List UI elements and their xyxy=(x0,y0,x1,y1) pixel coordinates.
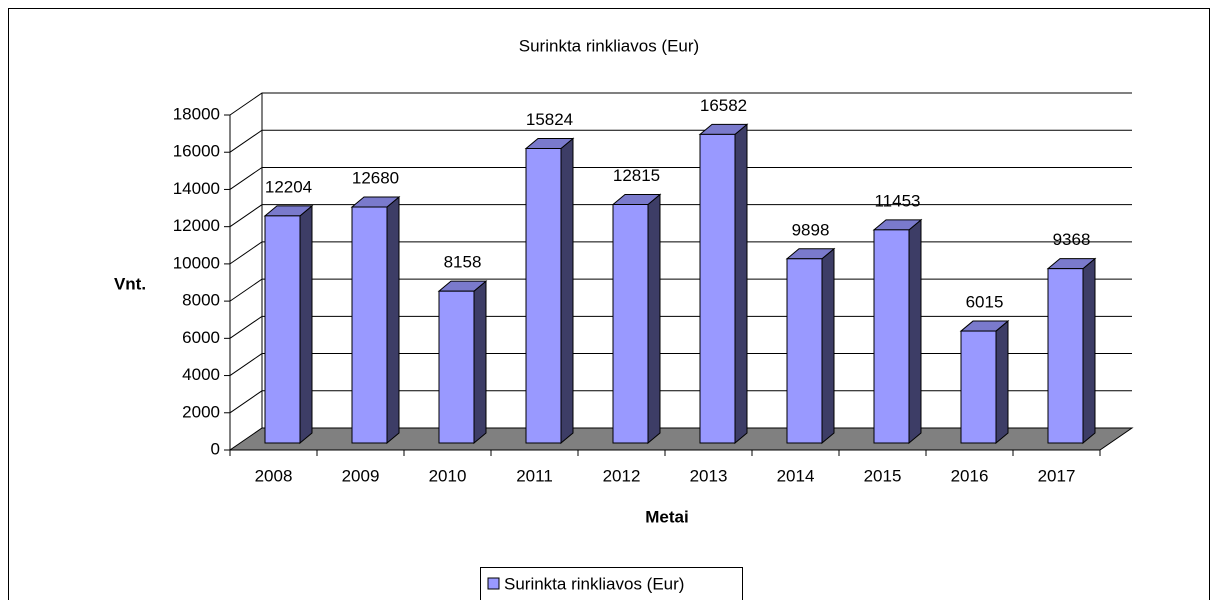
data-label: 9368 xyxy=(1053,230,1091,249)
y-tick-label: 6000 xyxy=(182,328,220,347)
y-tick-label: 2000 xyxy=(182,402,220,421)
x-tick-label: 2013 xyxy=(690,466,728,485)
bar-side xyxy=(647,193,661,445)
y-tick-label: 10000 xyxy=(173,253,220,272)
bar-side xyxy=(1082,257,1096,445)
bar-front xyxy=(612,203,649,444)
bar xyxy=(698,123,749,445)
data-label: 8158 xyxy=(444,253,482,272)
x-tick-label: 2016 xyxy=(951,466,989,485)
data-label: 15824 xyxy=(526,110,573,129)
bar-side xyxy=(821,247,835,445)
bar-side xyxy=(908,218,922,445)
bar-side xyxy=(995,319,1009,445)
y-axis-label: Vnt. xyxy=(114,274,146,293)
x-axis-label: Metai xyxy=(645,507,688,526)
bar xyxy=(524,137,575,445)
bar-front xyxy=(351,206,388,444)
x-tick-label: 2015 xyxy=(864,466,902,485)
legend-label: Surinkta rinkliavos (Eur) xyxy=(504,574,684,593)
y-tick-label: 18000 xyxy=(173,104,220,123)
data-label: 12680 xyxy=(352,168,399,187)
bar-side xyxy=(734,123,748,445)
y-tick-label: 14000 xyxy=(173,179,220,198)
x-tick-label: 2011 xyxy=(516,466,553,485)
bar xyxy=(611,193,662,445)
data-label: 11453 xyxy=(874,191,920,210)
x-tick-label: 2009 xyxy=(342,466,380,485)
bar xyxy=(263,204,314,445)
y-tick-label: 16000 xyxy=(173,142,220,161)
legend xyxy=(480,567,743,600)
bar-front xyxy=(438,290,475,444)
bar-side xyxy=(560,137,574,445)
x-tick-label: 2008 xyxy=(255,466,293,485)
chart-frame xyxy=(8,8,1210,600)
legend-swatch xyxy=(487,577,500,590)
data-label: 9898 xyxy=(792,220,830,239)
bar-front xyxy=(960,330,997,444)
bar xyxy=(437,280,488,445)
data-label: 6015 xyxy=(966,293,1004,312)
bar xyxy=(872,218,923,445)
x-tick-label: 2012 xyxy=(603,466,641,485)
bar-side xyxy=(386,195,400,445)
x-tick-label: 2017 xyxy=(1038,466,1076,485)
bar-side xyxy=(299,204,313,445)
bar-front xyxy=(873,229,910,444)
bar-front xyxy=(264,215,301,444)
y-tick-label: 4000 xyxy=(182,365,220,384)
bar-front xyxy=(699,133,736,444)
data-label: 12204 xyxy=(265,177,312,196)
bar xyxy=(1046,257,1097,445)
y-tick-label: 0 xyxy=(211,439,220,458)
bar xyxy=(959,319,1010,445)
bar-front xyxy=(1047,268,1084,444)
bar-side xyxy=(473,280,487,445)
bar-front xyxy=(786,258,823,444)
y-tick-label: 8000 xyxy=(182,291,220,310)
bar-front xyxy=(525,147,562,444)
data-label: 12815 xyxy=(613,166,660,185)
x-tick-label: 2010 xyxy=(429,466,467,485)
chart-title: Surinkta rinkliavos (Eur) xyxy=(519,36,699,55)
y-tick-label: 12000 xyxy=(173,216,220,235)
bar xyxy=(350,195,401,445)
bar xyxy=(785,247,836,445)
data-label: 16582 xyxy=(700,96,747,115)
x-tick-label: 2014 xyxy=(777,466,815,485)
